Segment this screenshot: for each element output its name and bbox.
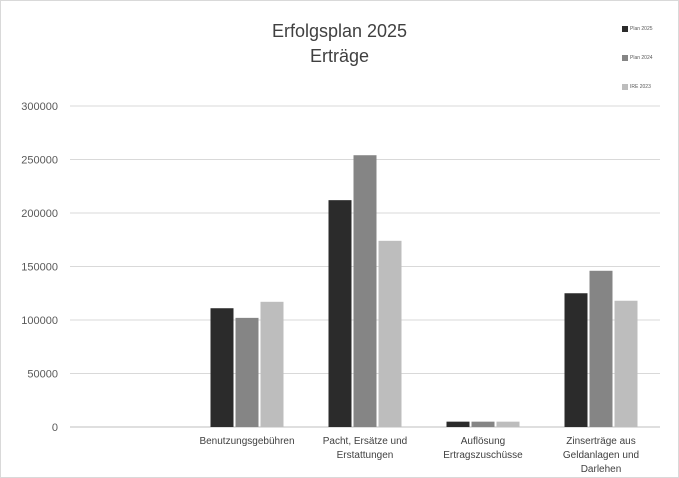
y-tick-label: 200000 <box>21 208 58 220</box>
x-tick-label: Ertragszuschüsse <box>443 450 523 461</box>
x-tick-label: Pacht, Ersätze und <box>323 436 408 447</box>
legend-item-ire-2023: IRE 2023 <box>622 82 651 92</box>
chart-subtitle: Erträge <box>309 46 370 66</box>
legend-swatch <box>622 26 628 32</box>
x-tick-label: Auflösung <box>461 436 505 447</box>
chart-title: Erfolgsplan 2025 <box>271 21 408 41</box>
x-tick-label: Benutzungsgebühren <box>199 436 294 447</box>
bar <box>378 240 402 427</box>
x-tick-label: Erstattungen <box>337 450 394 461</box>
bar <box>210 308 234 427</box>
x-tick-label: Darlehen <box>581 464 622 475</box>
legend-item-plan-2024: Plan 2024 <box>622 53 653 63</box>
y-tick-label: 150000 <box>21 262 58 274</box>
y-tick-label: 250000 <box>21 155 58 167</box>
legend-label: IRE 2023 <box>630 84 651 90</box>
legend-swatch <box>622 55 628 61</box>
bar <box>496 421 520 427</box>
x-tick-label: Zinserträge aus <box>566 436 635 447</box>
legend-label: Plan 2024 <box>630 55 653 61</box>
bar <box>328 200 352 427</box>
bar <box>589 270 613 427</box>
legend-label: Plan 2025 <box>630 26 653 32</box>
bar <box>446 421 470 427</box>
bar <box>260 301 284 427</box>
y-tick-label: 0 <box>52 422 58 434</box>
x-tick-label: Geldanlagen und <box>563 450 639 461</box>
y-tick-label: 50000 <box>27 369 58 381</box>
bar <box>353 155 377 427</box>
bar <box>564 293 588 427</box>
y-tick-label: 300000 <box>21 101 58 113</box>
bar <box>235 317 259 427</box>
legend-swatch <box>622 84 628 90</box>
bar <box>614 300 638 427</box>
legend-item-plan-2025: Plan 2025 <box>622 24 653 34</box>
bar <box>471 421 495 427</box>
y-tick-label: 100000 <box>21 315 58 327</box>
